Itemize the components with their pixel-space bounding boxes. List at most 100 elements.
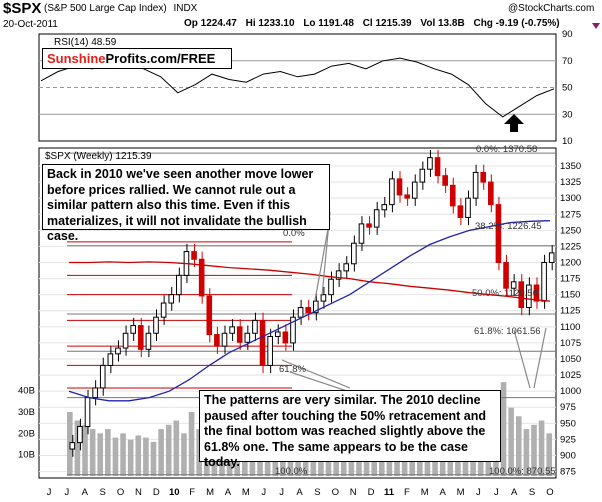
price-tick-1050: 1050 xyxy=(560,354,581,365)
x-axis-label: D xyxy=(368,487,375,498)
volume-bar xyxy=(97,433,104,476)
candle-body xyxy=(214,334,220,347)
fib-top-label: 0.0%: 1370.58 xyxy=(476,144,537,155)
x-axis-label: A xyxy=(82,487,89,498)
candle-body xyxy=(267,335,273,366)
x-axis-label: 11 xyxy=(384,487,395,498)
x-axis-label: O xyxy=(117,487,124,498)
x-axis-label: D xyxy=(153,487,160,498)
rsi-tick-70: 70 xyxy=(562,56,573,67)
fib-left-100-label: 100.0% xyxy=(275,466,308,477)
volume-bar xyxy=(515,416,522,476)
candle-body xyxy=(107,353,114,366)
x-axis-label: J xyxy=(47,487,52,498)
volume-text: Vol 13.8B xyxy=(420,18,465,29)
x-axis-label: A xyxy=(296,487,303,498)
fibonacci-lines xyxy=(67,152,556,476)
volume-bar xyxy=(538,420,545,476)
volume-tick-40B: 40B xyxy=(18,386,35,397)
fib-left-618-label: 61.8% xyxy=(279,364,306,375)
candle-body xyxy=(290,316,296,344)
candle-body xyxy=(313,300,319,314)
candle-body xyxy=(221,332,228,347)
volume-tick-30B: 30B xyxy=(18,407,35,418)
price-tick-1250: 1250 xyxy=(560,225,581,236)
candle-body xyxy=(389,178,395,206)
candle-body xyxy=(84,397,91,428)
high-text: Hi 1233.10 xyxy=(245,18,295,29)
candle-body xyxy=(404,194,410,199)
pointer-lines xyxy=(281,211,547,393)
volume-bar xyxy=(143,437,149,476)
candle-body xyxy=(274,331,281,337)
candle-body xyxy=(518,281,525,309)
volume-bar xyxy=(173,420,180,476)
price-tick-950: 950 xyxy=(560,418,576,429)
candle-body xyxy=(145,332,152,350)
fib-618-label: 61.8%: 1061.56 xyxy=(474,326,541,337)
volume-bar xyxy=(181,433,187,476)
fib-50-label: 50.0%: 1120.56 xyxy=(472,288,538,299)
pointer-line xyxy=(513,329,531,389)
x-axis-label: O xyxy=(546,487,553,498)
candle-body xyxy=(366,223,372,228)
x-axis-label: N xyxy=(350,487,357,498)
candle-body xyxy=(69,442,76,450)
volume-bar xyxy=(89,429,96,476)
x-axis-label: S xyxy=(529,487,535,498)
candle-body xyxy=(176,274,182,296)
volume-bar xyxy=(188,412,195,476)
x-axis-label: S xyxy=(100,487,106,498)
price-tick-1100: 1100 xyxy=(560,322,580,333)
volume-bar xyxy=(105,429,111,476)
candle-body xyxy=(343,263,350,272)
candle-body xyxy=(252,319,258,334)
index-name-text: (S&P 500 Large Cap Index) xyxy=(44,3,167,14)
volume-bar xyxy=(127,439,134,476)
bottom-annotation: The patterns are very similar. The 2010 … xyxy=(199,390,501,469)
price-tick-1075: 1075 xyxy=(560,338,581,349)
up-arrow-icon xyxy=(504,114,524,132)
x-axis-label: A xyxy=(439,487,446,498)
x-axis-label: M xyxy=(206,487,214,498)
price-label: $SPX (Weekly) 1215.39 xyxy=(45,151,152,162)
candle-body xyxy=(191,251,197,260)
fib-bottom-label: 100.0%: 870.55 xyxy=(489,466,556,477)
candle-body xyxy=(99,364,106,389)
x-axis-label: A xyxy=(225,487,232,498)
candle-body xyxy=(488,181,494,206)
candle-body xyxy=(548,252,555,264)
x-axis-label: M xyxy=(421,487,429,498)
volume-bar xyxy=(150,441,157,476)
candle-body xyxy=(510,281,517,289)
sunshine-profits-logo: SunshineProfits.com/FREE xyxy=(42,48,232,69)
candle-body xyxy=(526,284,532,309)
candle-body xyxy=(153,316,159,334)
candle-body xyxy=(236,326,243,343)
candle-body xyxy=(442,175,448,186)
price-tick-1325: 1325 xyxy=(560,177,581,188)
candle-body xyxy=(130,325,136,334)
rsi-tick-30: 30 xyxy=(562,109,573,120)
candle-body xyxy=(434,157,441,177)
candle-body xyxy=(449,184,456,207)
price-tick-1300: 1300 xyxy=(560,193,581,204)
candle-body xyxy=(335,270,342,280)
close-text: Cl 1215.39 xyxy=(362,18,412,29)
candle-body xyxy=(533,284,540,302)
price-tick-1175: 1175 xyxy=(560,274,580,285)
candle-body xyxy=(282,331,289,344)
change-text: Chg -9.19 (-0.75%) xyxy=(473,18,560,29)
volume-tick-10B: 10B xyxy=(18,450,35,461)
candle-body xyxy=(92,387,98,399)
logo-part1: Sunshine xyxy=(47,51,106,66)
x-axis-label: 10 xyxy=(169,487,180,498)
x-axis-label: J xyxy=(494,487,499,498)
down-triangle-icon xyxy=(592,23,600,29)
volume-bar xyxy=(74,420,81,476)
volume-bar xyxy=(82,424,88,476)
candle-body xyxy=(427,157,433,170)
ohlc-row: Op 1224.47 Hi 1233.10 Lo 1191.48 Cl 1215… xyxy=(184,18,560,29)
candle-body xyxy=(396,178,403,196)
price-tick-925: 925 xyxy=(560,434,576,445)
